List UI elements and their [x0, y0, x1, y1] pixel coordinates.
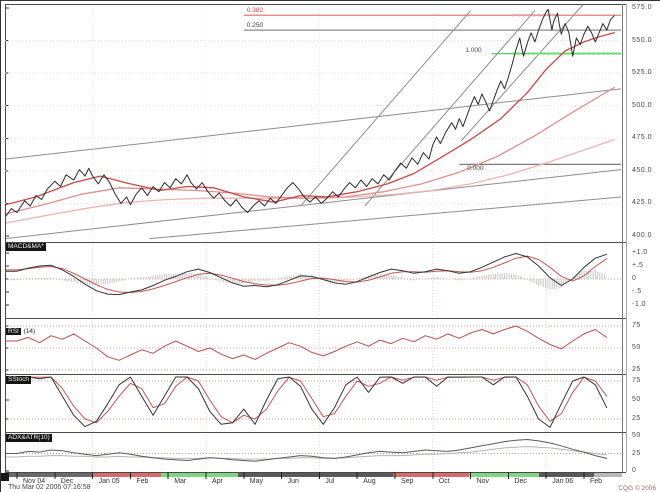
macd-scale-label: +1.0: [632, 249, 648, 256]
rsi-study-params: (14): [21, 328, 36, 335]
price-scale-label: 550.0: [632, 36, 653, 44]
adx-scale-label: 0: [632, 467, 637, 474]
month-label: Mar: [174, 478, 187, 485]
adx-study-label[interactable]: ADX&ATR(10): [6, 434, 52, 442]
cqg-copyright: CQG © 2006: [618, 485, 656, 492]
price-scale-label: 475.0: [632, 134, 653, 142]
month-label: Oct: [438, 478, 450, 485]
month-label: Jan 06: [552, 478, 574, 485]
rsi-scale-label: 75: [632, 322, 641, 329]
fib-label-0250: 0.250: [246, 22, 264, 30]
month-label: Dec: [60, 478, 74, 485]
price-scale-label: 575.0: [632, 4, 653, 11]
price-scale-label: 425.0: [632, 199, 653, 207]
price-scale-label: 525.0: [632, 69, 653, 77]
stoch-study-label[interactable]: SStoch: [6, 376, 31, 384]
month-label: Jan 05: [98, 478, 120, 485]
macd-study-label[interactable]: MACD&MA*: [6, 243, 46, 251]
stoch-scale-label: 75: [632, 377, 641, 384]
macd-scale-label: 0: [632, 275, 637, 282]
rsi-study-label[interactable]: RSI (14): [6, 320, 35, 338]
month-label: Sep: [401, 478, 414, 485]
scrollbar-corner: [1, 473, 9, 481]
macd-scale-label: +.5: [632, 262, 644, 269]
rsi-scale-label: 50: [632, 344, 641, 351]
fib-label-1000: 1.000: [465, 46, 482, 54]
stoch-scale-label: 25: [632, 415, 641, 422]
month-label: Dec: [514, 478, 527, 485]
month-label: May: [249, 478, 264, 485]
stoch-scale-label: 50: [632, 396, 641, 403]
macd-scale-label: -1.0: [632, 301, 647, 308]
month-label: Feb: [136, 478, 149, 485]
month-label: Jul: [325, 478, 335, 485]
macd-scale-label: -.5: [632, 288, 642, 295]
adx-scale-label: 50: [632, 432, 641, 439]
rsi-study-chip: RSI: [6, 328, 21, 335]
month-label: Nov 04: [23, 478, 46, 485]
rsi-scale-label: 25: [632, 366, 641, 373]
month-label: Apr: [212, 478, 223, 485]
fib-label-0382: 0.382: [246, 7, 264, 15]
month-label: Nov: [476, 478, 490, 485]
month-label: Jun: [287, 478, 299, 485]
month-label: Feb: [590, 478, 603, 485]
month-label: Aug: [363, 478, 376, 485]
adx-scale-label: 25: [632, 449, 641, 457]
price-scale-label: 450.0: [632, 166, 653, 174]
price-scale-label: 400.0: [632, 232, 653, 239]
fib-label-0000: 0.000: [467, 165, 484, 173]
chart-timestamp: Thu Mar 02 2006 07:16:58: [8, 484, 91, 491]
price-scale-label: 500.0: [632, 101, 653, 109]
